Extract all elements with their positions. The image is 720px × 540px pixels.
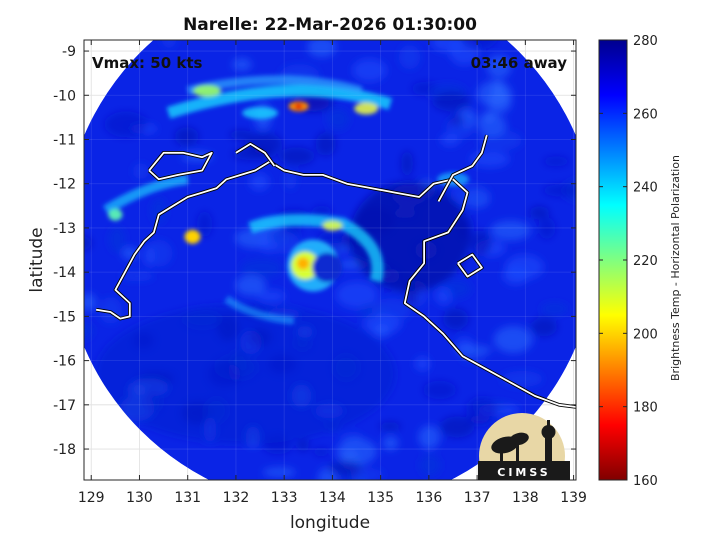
x-tick-label: 138	[512, 490, 539, 506]
y-tick-label: -17	[53, 398, 76, 414]
x-axis-ticks: 129 130 131 132 133 134 135 136 137 138 139	[78, 40, 587, 506]
colorbar-tick-label: 200	[633, 327, 658, 342]
x-tick-label: 139	[560, 490, 587, 506]
coastline	[95, 134, 576, 409]
chart-title: Narelle: 22-Mar-2026 01:30:00	[183, 15, 477, 35]
colorbar-tick-label: 240	[633, 181, 658, 196]
y-tick-label: -13	[53, 221, 76, 237]
vmax-annotation: Vmax: 50 kts	[92, 54, 202, 72]
cimss-logo: CIMSS	[478, 413, 570, 480]
axes-frame	[83, 39, 577, 481]
colorbar-tick-label: 180	[633, 401, 658, 416]
x-tick-label: 130	[126, 490, 153, 506]
colorbar-tick-label: 220	[633, 254, 658, 269]
y-tick-label: -9	[62, 44, 76, 60]
x-tick-label: 133	[271, 490, 298, 506]
y-tick-label: -10	[53, 88, 76, 104]
x-tick-label: 131	[174, 490, 201, 506]
y-tick-label: -16	[53, 354, 76, 370]
colorbar	[598, 39, 628, 481]
y-axis-ticks: -9 -10 -11 -12 -13 -14 -15 -16 -17 -18	[53, 44, 576, 458]
y-tick-label: -15	[53, 309, 76, 325]
colorbar-label: Brightness Temp - Horizontal Polarizatio…	[669, 155, 682, 381]
colorbar-tick-label: 260	[633, 107, 658, 122]
brightness-temperature-swath	[84, 40, 576, 480]
x-tick-label: 136	[416, 490, 443, 506]
logo-text: CIMSS	[497, 466, 550, 479]
colorbar-tick-label: 160	[633, 474, 658, 489]
time-away-annotation: 03:46 away	[471, 54, 568, 72]
x-tick-label: 132	[223, 490, 250, 506]
x-tick-label: 135	[367, 490, 394, 506]
x-tick-label: 134	[319, 490, 346, 506]
colorbar-tick-label: 280	[633, 34, 658, 49]
y-tick-label: -14	[53, 265, 76, 281]
y-tick-label: -11	[53, 132, 76, 148]
y-tick-label: -12	[53, 177, 76, 193]
x-axis-label: longitude	[290, 513, 370, 533]
x-tick-label: 137	[464, 490, 491, 506]
y-tick-label: -18	[53, 442, 76, 458]
x-tick-label: 129	[78, 490, 105, 506]
colorbar-ticks: 160 180 200 220 240 260 280	[599, 34, 658, 489]
y-axis-label: latitude	[27, 227, 47, 292]
